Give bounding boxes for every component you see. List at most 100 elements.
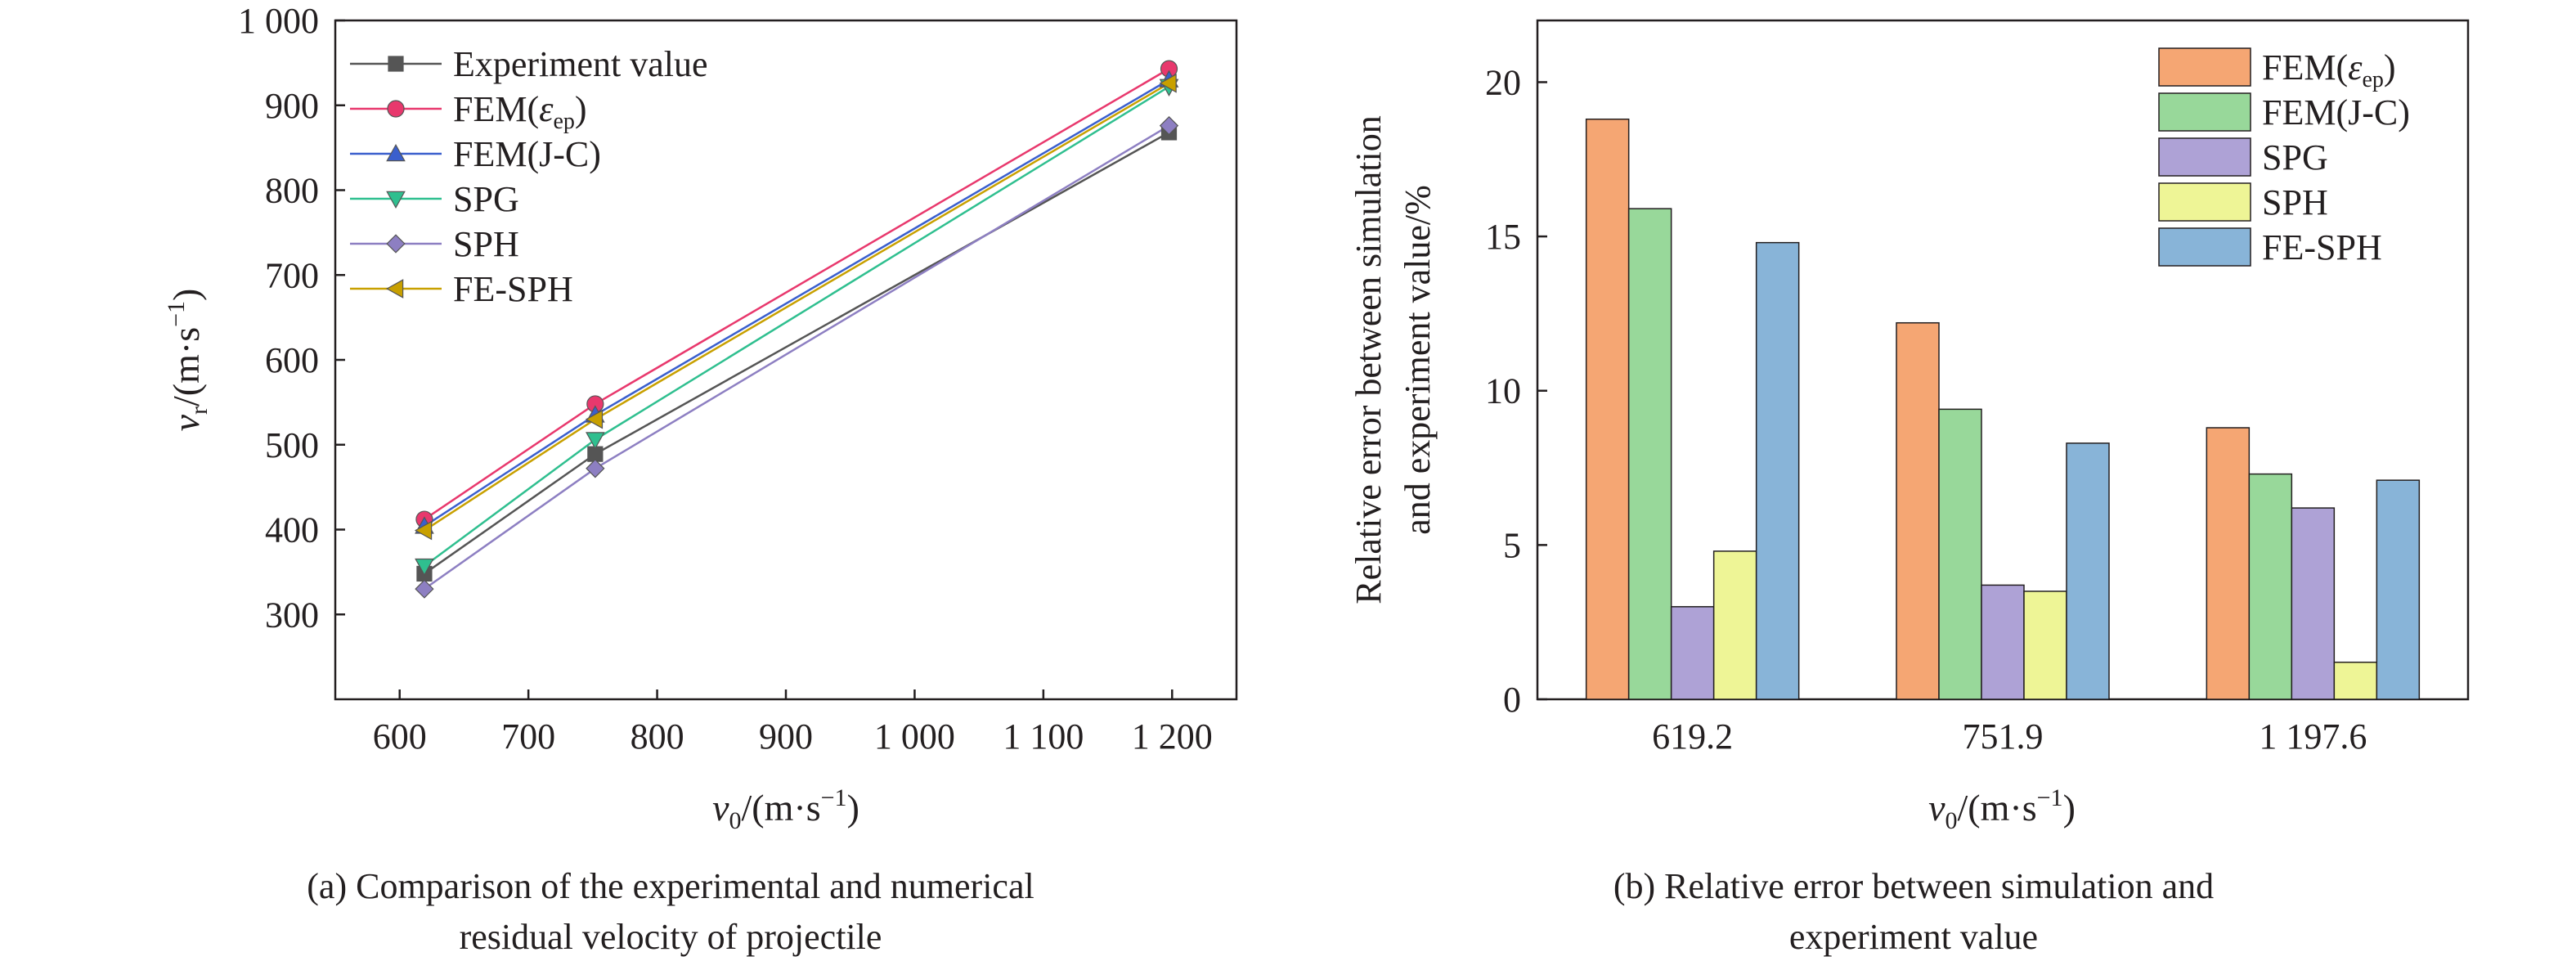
y-tick-label-800: 800 bbox=[265, 171, 319, 211]
legend-label-part: ep bbox=[2362, 67, 2383, 92]
y-tick-label-5: 5 bbox=[1503, 525, 1521, 565]
x-tick-label-800: 800 bbox=[631, 716, 684, 757]
legend-label-fe-sph: FE-SPH bbox=[453, 269, 573, 309]
y-tick-label-900: 900 bbox=[265, 86, 319, 126]
legend-swatch-fe-sph bbox=[2158, 227, 2251, 267]
bar-fem-ep-619-2 bbox=[1585, 118, 1630, 700]
data-point-sph bbox=[586, 459, 605, 478]
chart-b-y-axis-label-line-2: and experiment value/% bbox=[1398, 185, 1438, 535]
bar-sph-619-2 bbox=[1712, 550, 1757, 700]
bar-fe-sph-1-197-6 bbox=[2376, 479, 2421, 700]
chart-b-y-axis-label-line-1: Relative error between simulation bbox=[1349, 115, 1389, 604]
chart-b-caption-line-2: experiment value bbox=[1789, 917, 2038, 957]
chart-b-x-axis-label-exp: −1 bbox=[2037, 784, 2063, 811]
chart-a-y-axis-label-close: ) bbox=[165, 289, 207, 301]
data-point-spg bbox=[586, 432, 605, 450]
y-tick-label-0: 0 bbox=[1503, 680, 1521, 720]
y-tick-label-15: 15 bbox=[1485, 217, 1521, 257]
bar-fem-ep-751-9 bbox=[1896, 321, 1940, 700]
chart-b-y-axis-label: Relative error between simulation and ex… bbox=[1349, 115, 1438, 604]
data-point-fe-sph bbox=[585, 409, 604, 429]
bar-fem-j-c-751-9 bbox=[1938, 408, 1982, 700]
chart-b-x-axis-label-base: v bbox=[1928, 787, 1945, 829]
y-tick-label-10: 10 bbox=[1485, 371, 1521, 411]
legend-marker-fe-sph bbox=[385, 279, 404, 299]
series-line-experiment-value bbox=[424, 131, 1170, 575]
legend-label-part: ε bbox=[2348, 47, 2363, 88]
chart-b-caption-line-1: (b) Relative error between simulation an… bbox=[1613, 866, 2214, 906]
chart-a-x-axis-label-sub: 0 bbox=[729, 807, 742, 834]
legend-swatch-fem-j-c bbox=[2158, 92, 2251, 132]
chart-a-y-axis-label-exp: −1 bbox=[163, 301, 190, 327]
legend-label-spg: SPG bbox=[453, 179, 519, 219]
chart-b-legend: FEM(εep)FEM(J-C) SPG SPH FE-SPH bbox=[2158, 47, 2410, 267]
y-tick-label-500: 500 bbox=[265, 425, 319, 465]
y-tick-label-400: 400 bbox=[265, 510, 319, 550]
data-point-fe-sph bbox=[414, 520, 433, 541]
legend-label-fe-sph: FE-SPH bbox=[2262, 227, 2382, 267]
chart-a-series-markers bbox=[414, 60, 1179, 599]
legend-marker-fem-j-c bbox=[386, 143, 406, 162]
legend-label-part: ) bbox=[2384, 47, 2396, 88]
chart-a-x-axis-label-units: /(m·s bbox=[742, 787, 821, 829]
bar-fem-j-c-1-197-6 bbox=[2248, 473, 2293, 700]
legend-label-part: FEM( bbox=[2262, 47, 2348, 88]
chart-a-x-axis-label: v0/(m·s−1) bbox=[712, 784, 859, 834]
chart-a-y-axis-label-base: v bbox=[165, 414, 207, 431]
legend-label-part: ε bbox=[539, 89, 554, 129]
x-tick-label-1-000: 1 000 bbox=[874, 716, 955, 757]
legend-label-fem-ep: FEM(εep) bbox=[453, 89, 587, 134]
bar-spg-619-2 bbox=[1670, 606, 1715, 700]
chart-a-caption-line-1: (a) Comparison of the experimental and n… bbox=[307, 866, 1034, 906]
y-tick-label-600: 600 bbox=[265, 340, 319, 380]
legend-swatch-fem-ep bbox=[2158, 47, 2251, 87]
chart-a-legend: Experiment value FEM(εep)FEM(J-C) SPG SPH FE… bbox=[350, 44, 708, 309]
bar-spg-751-9 bbox=[1981, 584, 2025, 700]
chart-a-x-axis-label-exp: −1 bbox=[821, 784, 847, 811]
legend-label-fem-j-c: FEM(J-C) bbox=[453, 134, 601, 174]
x-tick-label-700: 700 bbox=[501, 716, 555, 757]
bar-fe-sph-751-9 bbox=[2066, 442, 2110, 700]
chart-a-y-axis-label: vr/(m·s−1) bbox=[163, 289, 213, 432]
x-tick-label-1-197-6: 1 197.6 bbox=[2259, 716, 2367, 757]
data-point-spg bbox=[415, 558, 434, 577]
legend-label-experiment-value: Experiment value bbox=[453, 44, 708, 84]
x-tick-label-900: 900 bbox=[759, 716, 813, 757]
chart-b-x-axis-label: v0/(m·s−1) bbox=[1928, 784, 2076, 834]
x-tick-label-751-9: 751.9 bbox=[1963, 716, 2044, 757]
bar-fem-ep-1-197-6 bbox=[2206, 427, 2251, 700]
y-tick-label-300: 300 bbox=[265, 595, 319, 635]
data-point-sph bbox=[1159, 116, 1179, 136]
legend-label-sph: SPH bbox=[453, 224, 519, 264]
chart-b-ticks: 0 5 10 15 20 619.2 751.9 1 197.6 bbox=[1485, 62, 2367, 757]
chart-b-x-axis-label-close: ) bbox=[2063, 787, 2076, 829]
legend-marker-sph bbox=[386, 234, 406, 254]
legend-label-sph: SPH bbox=[2262, 182, 2328, 222]
y-tick-label-20: 20 bbox=[1485, 62, 1521, 102]
legend-marker-spg bbox=[386, 191, 406, 209]
legend-marker-experiment-value bbox=[388, 56, 404, 72]
bar-sph-751-9 bbox=[2023, 591, 2067, 700]
legend-label-fem-j-c: FEM(J-C) bbox=[2262, 92, 2410, 132]
x-tick-label-600: 600 bbox=[373, 716, 427, 757]
x-tick-label-619-2: 619.2 bbox=[1652, 716, 1733, 757]
legend-marker-fem-ep bbox=[387, 100, 405, 118]
chart-a-x-axis-label-close: ) bbox=[847, 787, 859, 829]
chart-a-y-axis-label-units: /(m·s bbox=[165, 327, 207, 406]
chart-b-x-axis-label-units: /(m·s bbox=[1958, 787, 2037, 829]
data-point-fe-sph bbox=[1159, 73, 1177, 93]
chart-a-residual-velocity: 600 700 800 900 1 000 1 100 1 200 300 400 500 600 7… bbox=[163, 1, 1238, 957]
legend-label-fem-ep: FEM(εep) bbox=[2262, 47, 2396, 92]
chart-a-caption-line-2: residual velocity of projectile bbox=[460, 917, 882, 957]
chart-a-y-axis-label-sub: r bbox=[186, 406, 213, 415]
y-tick-label-700: 700 bbox=[265, 255, 319, 295]
chart-a-x-axis-label-base: v bbox=[712, 787, 729, 829]
legend-label-part: ) bbox=[575, 89, 587, 129]
legend-swatch-sph bbox=[2158, 182, 2251, 222]
chart-b-bars bbox=[1585, 118, 2421, 700]
bar-spg-1-197-6 bbox=[2291, 507, 2336, 700]
x-tick-label-1-100: 1 100 bbox=[1003, 716, 1084, 757]
bar-fem-j-c-619-2 bbox=[1627, 208, 1672, 700]
